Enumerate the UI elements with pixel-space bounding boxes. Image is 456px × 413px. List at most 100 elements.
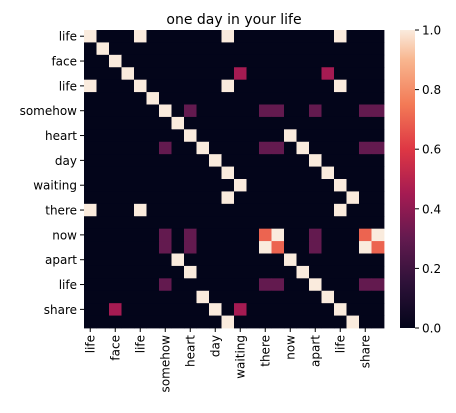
heatmap-cell [271, 228, 285, 242]
heatmap-cell [96, 30, 110, 43]
heatmap-cell [196, 154, 210, 167]
heatmap-cell [309, 154, 322, 167]
heatmap-cell [184, 92, 197, 105]
heatmap-cell [184, 228, 197, 242]
heatmap-cell [84, 179, 97, 192]
heatmap-cell [209, 241, 222, 254]
heatmap-cell [121, 116, 135, 130]
heatmap-cell [284, 265, 297, 279]
heatmap-cell [196, 54, 210, 68]
heatmap-cell [96, 203, 110, 217]
heatmap-cell [271, 216, 285, 230]
heatmap-cell [271, 179, 285, 192]
heatmap-cell [259, 30, 272, 43]
heatmap-cell [346, 79, 360, 93]
heatmap-cell [134, 129, 147, 143]
row-label: apart [45, 253, 77, 267]
heatmap-cell [96, 278, 110, 292]
heatmap-cell [146, 241, 160, 254]
heatmap-cell [159, 241, 172, 254]
heatmap-cell [196, 30, 210, 43]
heatmap-cell [246, 278, 260, 292]
heatmap-cell [259, 54, 272, 68]
heatmap-cell [221, 129, 235, 143]
heatmap-cell [296, 179, 310, 192]
heatmap-cell [334, 79, 347, 93]
heatmap-cell [246, 154, 260, 167]
heatmap-cell [234, 241, 247, 254]
heatmap-cell [321, 166, 335, 180]
heatmap-cell [309, 179, 322, 192]
heatmap-cell [221, 179, 235, 192]
heatmap-cell [221, 191, 235, 205]
heatmap-cell [271, 104, 285, 118]
heatmap-cell [309, 129, 322, 143]
heatmap-cell [134, 253, 147, 267]
row-label: now [52, 228, 77, 242]
heatmap-cell [84, 278, 97, 292]
heatmap-cell [296, 228, 310, 242]
heatmap-cell [171, 154, 185, 167]
heatmap-cell [171, 216, 185, 230]
heatmap-cell [359, 54, 372, 68]
heatmap-cell [271, 154, 285, 167]
heatmap-cell [121, 253, 135, 267]
heatmap-cell [171, 228, 185, 242]
heatmap-cell [234, 303, 247, 316]
heatmap-cell [296, 154, 310, 167]
heatmap-cell [359, 303, 372, 316]
heatmap-cell [359, 129, 372, 143]
row-label: life [59, 30, 77, 44]
heatmap-cell [209, 92, 222, 105]
heatmap-cell [121, 154, 135, 167]
heatmap-cell [134, 241, 147, 254]
heatmap-cell [221, 241, 235, 254]
heatmap-cell [259, 104, 272, 118]
heatmap-cell [221, 203, 235, 217]
heatmap-cell [96, 253, 110, 267]
heatmap-cell [321, 216, 335, 230]
heatmap-cell [184, 116, 197, 130]
heatmap-cell [359, 42, 372, 56]
heatmap-cell [196, 104, 210, 118]
heatmap-cell [134, 179, 147, 192]
heatmap-cell [371, 166, 385, 180]
heatmap-cell [109, 30, 122, 43]
heatmap-cell [234, 216, 247, 230]
heatmap-cell [109, 315, 122, 329]
heatmap-cell [109, 241, 122, 254]
heatmap-cell [234, 228, 247, 242]
heatmap-cell [196, 191, 210, 205]
heatmap-cell [121, 141, 135, 155]
heatmap-cell [309, 141, 322, 155]
heatmap-cell [171, 129, 185, 143]
heatmap-cell [146, 79, 160, 93]
heatmap-cell [296, 241, 310, 254]
heatmap-cell [359, 67, 372, 81]
heatmap-cell [246, 166, 260, 180]
heatmap-cell [271, 54, 285, 68]
heatmap-cell [196, 116, 210, 130]
heatmap-cell [259, 42, 272, 56]
heatmap-cell [259, 179, 272, 192]
heatmap-cell [321, 179, 335, 192]
heatmap-cell [234, 42, 247, 56]
heatmap-cell [309, 191, 322, 205]
heatmap-cell [234, 191, 247, 205]
heatmap-cell [296, 116, 310, 130]
heatmap-cell [284, 116, 297, 130]
heatmap-cell [159, 154, 172, 167]
chart-title: one day in your life [166, 12, 301, 28]
row-label: day [55, 154, 77, 168]
heatmap-cell [159, 179, 172, 192]
column-label: heart [183, 335, 197, 367]
heatmap-cell [346, 92, 360, 105]
heatmap-cell [159, 303, 172, 316]
heatmap-cell [309, 92, 322, 105]
column-label: waiting [233, 335, 247, 379]
heatmap-cell [346, 166, 360, 180]
heatmap-cell [309, 315, 322, 329]
heatmap-cell [259, 278, 272, 292]
heatmap-cell [309, 54, 322, 68]
heatmap-cell [334, 228, 347, 242]
